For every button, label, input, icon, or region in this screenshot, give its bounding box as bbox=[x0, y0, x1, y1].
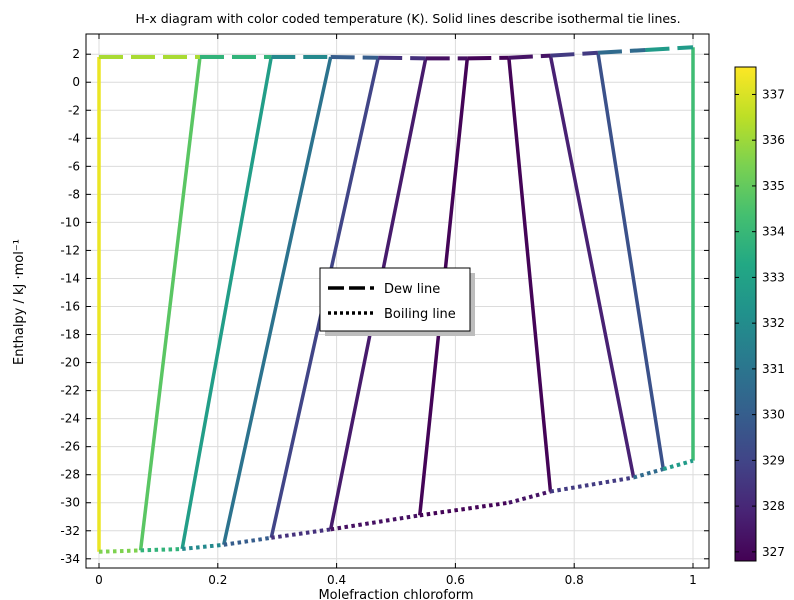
plot-frame bbox=[85, 33, 710, 569]
y-tick-label: -4 bbox=[68, 131, 80, 145]
boiling-line-segment bbox=[550, 475, 634, 494]
dew-line-segment bbox=[645, 45, 694, 52]
y-tick-label: -26 bbox=[60, 440, 80, 454]
dew-line-segment bbox=[467, 55, 509, 61]
plot-area bbox=[85, 33, 710, 569]
y-tick-label: -24 bbox=[60, 412, 80, 426]
y-tick-label: -18 bbox=[60, 328, 80, 342]
dew-line-segment bbox=[550, 50, 599, 58]
dew-line-segment bbox=[378, 55, 426, 61]
tie-line bbox=[596, 52, 666, 470]
legend: Dew line Boiling line bbox=[319, 267, 475, 336]
y-tick-label: -32 bbox=[60, 524, 80, 538]
y-tick-label: -8 bbox=[68, 187, 80, 201]
legend-boiling-label: Boiling line bbox=[384, 307, 456, 322]
colorbar-tick-label: 333 bbox=[762, 270, 785, 284]
tie-line bbox=[507, 57, 553, 492]
chart-title: H-x diagram with color coded temperature… bbox=[135, 11, 680, 26]
y-tick-label: -2 bbox=[68, 103, 80, 117]
dew-line-segment bbox=[330, 55, 379, 60]
colorbar-tick-label: 328 bbox=[762, 499, 785, 513]
x-tick-label: 0.2 bbox=[208, 573, 227, 587]
tie-line bbox=[180, 56, 273, 550]
colorbar-tick-label: 336 bbox=[762, 133, 785, 147]
boiling-line-segment bbox=[419, 500, 510, 518]
tie-line bbox=[222, 56, 333, 546]
x-axis: 0 0.2 0.4 0.6 0.8 1 bbox=[95, 34, 697, 587]
y-tick-label: -10 bbox=[60, 215, 80, 229]
y-tick-label: 0 bbox=[72, 75, 80, 89]
y-tick-label: -22 bbox=[60, 384, 80, 398]
x-tick-label: 0.6 bbox=[446, 573, 465, 587]
boiling-line-segment bbox=[633, 467, 664, 480]
y-axis-title: Enthalpy / kJ ·mol⁻¹ bbox=[12, 239, 27, 365]
boiling-line bbox=[98, 458, 694, 554]
tie-line bbox=[548, 55, 636, 478]
y-tick-label: -16 bbox=[60, 300, 80, 314]
colorbar-tick-label: 327 bbox=[762, 545, 785, 559]
boiling-line-segment bbox=[330, 513, 421, 532]
colorbar-ticks: 327 328 329 330 331 332 333 334 335 336 337 bbox=[735, 87, 785, 559]
x-tick-label: 0.8 bbox=[565, 573, 584, 587]
y-tick-label: -6 bbox=[68, 159, 80, 173]
colorbar-tick-label: 337 bbox=[762, 87, 785, 101]
y-tick-label: -28 bbox=[60, 468, 80, 482]
colorbar-tick-label: 331 bbox=[762, 362, 785, 376]
y-tick-label: -12 bbox=[60, 243, 80, 257]
colorbar-tick-label: 332 bbox=[762, 316, 785, 330]
boiling-line-segment bbox=[223, 535, 272, 547]
x-tick-label: 1 bbox=[689, 573, 697, 587]
colorbar-tick-label: 334 bbox=[762, 225, 785, 239]
dew-line-segment bbox=[597, 47, 646, 55]
y-tick-label: -14 bbox=[60, 271, 80, 285]
y-tick-label: -30 bbox=[60, 496, 80, 510]
legend-box bbox=[319, 267, 471, 332]
y-tick-label: -20 bbox=[60, 356, 80, 370]
boiling-line-segment bbox=[662, 458, 694, 472]
colorbar-tick-label: 329 bbox=[762, 453, 785, 467]
tie-line bbox=[138, 56, 202, 551]
y-tick-label: 2 bbox=[72, 47, 80, 61]
dew-line bbox=[99, 45, 694, 61]
y-tick-label: -34 bbox=[60, 552, 80, 566]
x-axis-title: Molefraction chloroform bbox=[318, 588, 473, 600]
y-axis: 2 0 -2 -4 -6 -8 -10 -12 -14 -16 -18 -20 -22 -24 -26 -28… bbox=[60, 47, 709, 566]
x-tick-label: 0 bbox=[95, 573, 103, 587]
colorbar-tick-label: 330 bbox=[762, 408, 785, 422]
colorbar: 327 328 329 330 331 332 333 334 335 336 337 bbox=[734, 66, 785, 562]
boiling-line-segment bbox=[270, 527, 331, 540]
boiling-line-segment bbox=[508, 489, 551, 505]
legend-dew-label: Dew line bbox=[384, 282, 440, 297]
x-tick-label: 0.4 bbox=[327, 573, 346, 587]
colorbar-scale bbox=[734, 66, 757, 562]
dew-line-segment bbox=[508, 53, 551, 60]
colorbar-tick-label: 335 bbox=[762, 179, 785, 193]
